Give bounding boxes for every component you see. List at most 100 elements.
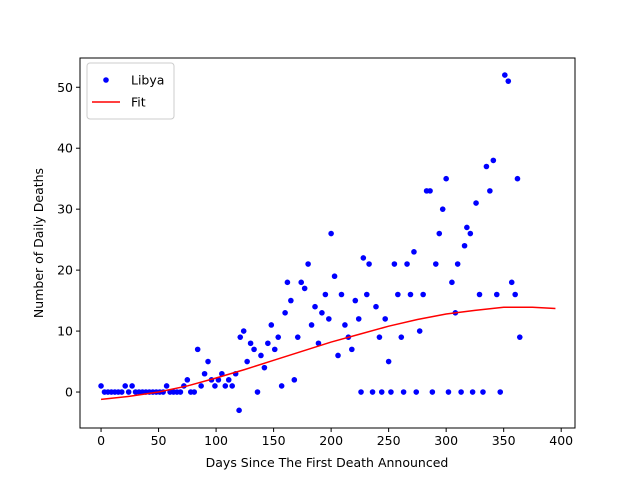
- data-point: [378, 389, 385, 395]
- data-point: [493, 291, 500, 298]
- x-tick-label: 300: [434, 433, 458, 448]
- data-point: [191, 389, 198, 395]
- data-point: [439, 206, 446, 212]
- legend-box: [86, 62, 175, 120]
- data-point: [473, 200, 479, 206]
- data-point: [251, 346, 257, 353]
- data-point: [291, 377, 298, 383]
- data-point: [298, 279, 305, 286]
- data-point: [366, 261, 372, 267]
- data-point: [416, 328, 423, 334]
- data-point: [301, 285, 308, 292]
- data-point: [349, 346, 355, 353]
- data-point: [342, 322, 348, 328]
- data-point: [436, 230, 443, 237]
- data-point: [502, 72, 508, 78]
- data-point: [98, 383, 104, 389]
- x-tick-label: 350: [492, 433, 516, 448]
- data-point: [400, 389, 407, 395]
- data-point: [184, 377, 191, 383]
- data-point: [222, 383, 229, 389]
- data-point: [429, 389, 436, 395]
- data-point: [288, 297, 294, 304]
- x-tick-label: 200: [319, 433, 343, 448]
- x-axis-label: Days Since The First Death Announced: [206, 455, 449, 470]
- y-tick-label: 0: [65, 385, 73, 400]
- data-point: [454, 261, 461, 267]
- fit-line: [100, 306, 556, 401]
- data-point: [512, 291, 518, 298]
- data-point: [369, 389, 376, 395]
- data-point: [398, 334, 405, 340]
- data-point: [118, 389, 125, 395]
- data-point: [358, 389, 364, 395]
- data-point: [225, 377, 232, 383]
- data-point: [514, 175, 521, 182]
- data-point: [335, 352, 341, 359]
- data-point: [212, 383, 218, 389]
- data-point: [244, 358, 250, 365]
- data-point: [198, 383, 204, 389]
- data-point: [240, 328, 247, 334]
- data-point: [376, 334, 383, 340]
- data-point: [373, 303, 379, 310]
- y-tick-label: 20: [57, 263, 73, 278]
- data-point: [391, 261, 398, 267]
- data-point: [237, 334, 244, 340]
- data-point: [505, 78, 512, 84]
- data-point: [268, 322, 275, 328]
- data-point: [308, 322, 315, 328]
- x-tick-label: 50: [151, 433, 167, 448]
- data-point: [480, 389, 486, 395]
- y-tick-label: 30: [57, 202, 73, 217]
- data-point: [282, 309, 288, 316]
- data-point: [265, 340, 271, 347]
- data-point: [449, 279, 455, 286]
- data-point: [247, 340, 254, 347]
- x-tick-label: 150: [262, 433, 286, 448]
- data-point: [433, 261, 439, 267]
- data-point: [461, 242, 468, 249]
- legend-marker: [103, 77, 109, 83]
- data-point: [338, 291, 345, 298]
- data-point: [404, 261, 410, 267]
- data-point: [458, 389, 464, 395]
- data-point: [319, 309, 325, 316]
- data-point: [464, 224, 470, 231]
- data-point: [420, 291, 426, 298]
- data-point: [407, 291, 414, 298]
- x-tick-label: 100: [204, 433, 228, 448]
- data-point: [469, 389, 476, 395]
- data-point: [305, 261, 311, 267]
- x-tick-label: 250: [377, 433, 401, 448]
- x-tick-label: 0: [97, 433, 105, 448]
- data-point: [427, 188, 433, 194]
- data-point: [125, 389, 132, 395]
- data-point: [413, 389, 420, 395]
- data-point: [312, 303, 318, 310]
- x-tick-label: 400: [549, 433, 573, 448]
- data-point: [205, 358, 211, 365]
- data-point: [331, 273, 338, 280]
- data-point: [508, 279, 515, 286]
- data-point: [258, 352, 264, 359]
- data-point: [122, 383, 129, 389]
- data-point: [363, 291, 370, 298]
- data-point: [385, 358, 392, 365]
- data-point: [322, 291, 329, 298]
- data-point: [497, 389, 504, 395]
- y-tick-label: 50: [57, 80, 73, 95]
- data-point: [487, 188, 493, 194]
- data-point: [445, 389, 452, 395]
- data-point: [278, 383, 285, 389]
- data-point: [443, 175, 449, 182]
- data-point: [129, 383, 135, 389]
- data-point: [490, 157, 497, 164]
- data-point: [360, 255, 367, 261]
- y-axis-label: Number of Daily Deaths: [31, 168, 46, 318]
- data-point: [194, 346, 201, 353]
- legend-label: Libya: [131, 73, 164, 88]
- y-tick-label: 40: [57, 141, 73, 156]
- data-point: [254, 389, 261, 395]
